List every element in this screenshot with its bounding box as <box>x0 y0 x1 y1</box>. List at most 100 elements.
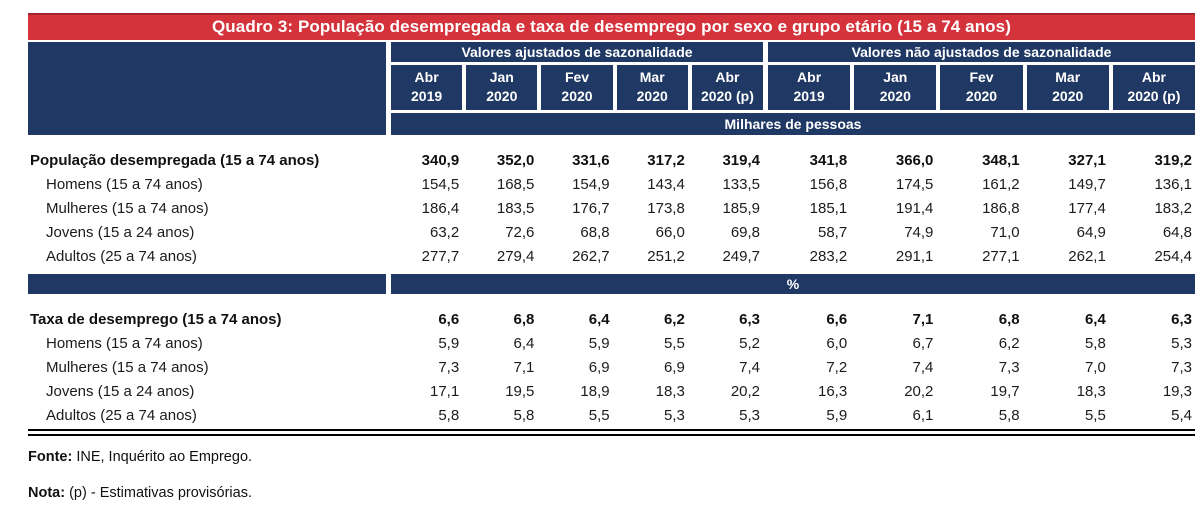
column-header: Fev 2020 <box>940 65 1023 110</box>
band-label-block <box>28 274 386 294</box>
row-label: Adultos (25 a 74 anos) <box>46 247 197 265</box>
source-note-text: INE, Inquérito ao Emprego. <box>72 449 253 465</box>
value-cell: 174,5 <box>895 175 934 193</box>
value-cell: 156,8 <box>809 175 848 193</box>
unit-band-thousands: Milhares de pessoas <box>391 113 1195 135</box>
column-header: Abr 2020 (p) <box>691 65 764 110</box>
value-cell: 5,9 <box>588 334 610 352</box>
value-cell: 64,9 <box>1076 223 1106 241</box>
value-cell: 5,3 <box>739 406 761 424</box>
value-cell: 262,7 <box>572 247 610 265</box>
value-cell: 6,9 <box>588 358 610 376</box>
row-label: Mulheres (15 a 74 anos) <box>46 358 209 376</box>
value-cell: 5,5 <box>663 334 685 352</box>
value-cell: 291,1 <box>895 247 934 265</box>
table-row: Adultos (25 a 74 anos) 5,8 5,8 5,5 5,3 5… <box>28 403 1195 427</box>
value-cell: 71,0 <box>990 223 1020 241</box>
value-cell: 317,2 <box>647 151 685 169</box>
value-cell: 5,3 <box>1171 334 1193 352</box>
value-cell: 5,9 <box>438 334 460 352</box>
value-cell: 366,0 <box>895 151 934 169</box>
footnote: Nota: (p) - Estimativas provisórias. <box>28 485 1195 501</box>
table-row: População desempregada (15 a 74 anos) 34… <box>28 148 1195 172</box>
value-cell: 18,9 <box>580 382 610 400</box>
column-header: Abr 2019 <box>768 65 851 110</box>
value-cell: 16,3 <box>818 382 848 400</box>
column-headers-unadjusted: Abr 2019 Jan 2020 Fev 2020 Mar 2020 Abr 2020 … <box>768 65 1196 110</box>
value-cell: 6,4 <box>588 310 610 328</box>
value-cell: 6,6 <box>826 310 848 328</box>
column-header: Jan 2020 <box>854 65 937 110</box>
value-cell: 341,8 <box>809 151 848 169</box>
value-cell: 283,2 <box>809 247 848 265</box>
percent-band-text: % <box>391 274 1195 294</box>
value-cell: 6,8 <box>998 310 1020 328</box>
value-cell: 6,7 <box>912 334 934 352</box>
value-cell: 348,1 <box>982 151 1020 169</box>
value-cell: 154,9 <box>572 175 610 193</box>
column-header: Jan 2020 <box>466 65 538 110</box>
quadro3-table: Quadro 3: População desempregada e taxa … <box>28 13 1196 501</box>
value-cell: 6,3 <box>739 310 761 328</box>
footnote-text: (p) - Estimativas provisórias. <box>65 485 252 501</box>
value-cell: 262,1 <box>1068 247 1106 265</box>
table-row: Taxa de desemprego (15 a 74 anos) 6,6 6,… <box>28 307 1195 331</box>
value-cell: 19,3 <box>1162 382 1193 400</box>
value-cell: 63,2 <box>430 223 460 241</box>
row-label: População desempregada (15 a 74 anos) <box>30 151 320 169</box>
row-label: Homens (15 a 74 anos) <box>46 175 203 193</box>
value-cell: 19,5 <box>505 382 535 400</box>
value-cell: 340,9 <box>421 151 460 169</box>
value-cell: 7,4 <box>912 358 934 376</box>
column-header: Fev 2020 <box>541 65 613 110</box>
value-cell: 6,6 <box>438 310 460 328</box>
value-cell: 5,2 <box>739 334 761 352</box>
value-cell: 6,0 <box>826 334 848 352</box>
table-row: Homens (15 a 74 anos) 5,9 6,4 5,9 5,5 5,… <box>28 331 1195 355</box>
value-cell: 185,1 <box>809 199 848 217</box>
value-cell: 7,2 <box>826 358 848 376</box>
value-cell: 6,4 <box>1084 310 1106 328</box>
value-cell: 7,3 <box>1171 358 1193 376</box>
value-cell: 6,2 <box>998 334 1020 352</box>
value-cell: 331,6 <box>572 151 610 169</box>
value-cell: 58,7 <box>818 223 848 241</box>
value-cell: 66,0 <box>655 223 685 241</box>
value-cell: 5,5 <box>588 406 610 424</box>
header-label-block <box>28 42 386 135</box>
value-cell: 277,1 <box>982 247 1020 265</box>
value-cell: 183,5 <box>496 199 535 217</box>
value-cell: 20,2 <box>730 382 761 400</box>
row-label: Adultos (25 a 74 anos) <box>46 406 197 424</box>
value-cell: 7,3 <box>998 358 1020 376</box>
group-header-unadjusted: Valores não ajustados de sazonalidade <box>768 42 1195 62</box>
value-cell: 5,5 <box>1084 406 1106 424</box>
value-cell: 7,1 <box>513 358 535 376</box>
value-cell: 249,7 <box>722 247 761 265</box>
value-cell: 5,8 <box>513 406 535 424</box>
value-cell: 279,4 <box>496 247 535 265</box>
value-cell: 327,1 <box>1068 151 1106 169</box>
column-header: Abr 2019 <box>391 65 463 110</box>
row-label: Jovens (15 a 24 anos) <box>46 223 195 241</box>
value-cell: 6,2 <box>663 310 685 328</box>
section-population: População desempregada (15 a 74 anos) 34… <box>28 148 1195 268</box>
value-cell: 7,0 <box>1084 358 1106 376</box>
value-cell: 64,8 <box>1162 223 1193 241</box>
source-note: Fonte: INE, Inquérito ao Emprego. <box>28 449 1195 465</box>
value-cell: 68,8 <box>580 223 610 241</box>
value-cell: 18,3 <box>655 382 685 400</box>
value-cell: 254,4 <box>1154 247 1193 265</box>
value-cell: 7,1 <box>912 310 934 328</box>
row-label: Homens (15 a 74 anos) <box>46 334 203 352</box>
value-cell: 133,5 <box>722 175 761 193</box>
unit-band-percent: % <box>28 274 1195 294</box>
value-cell: 149,7 <box>1068 175 1106 193</box>
value-cell: 5,4 <box>1171 406 1193 424</box>
value-cell: 5,8 <box>438 406 460 424</box>
value-cell: 191,4 <box>895 199 934 217</box>
value-cell: 186,8 <box>982 199 1020 217</box>
column-header: Mar 2020 <box>616 65 688 110</box>
row-label: Jovens (15 a 24 anos) <box>46 382 195 400</box>
